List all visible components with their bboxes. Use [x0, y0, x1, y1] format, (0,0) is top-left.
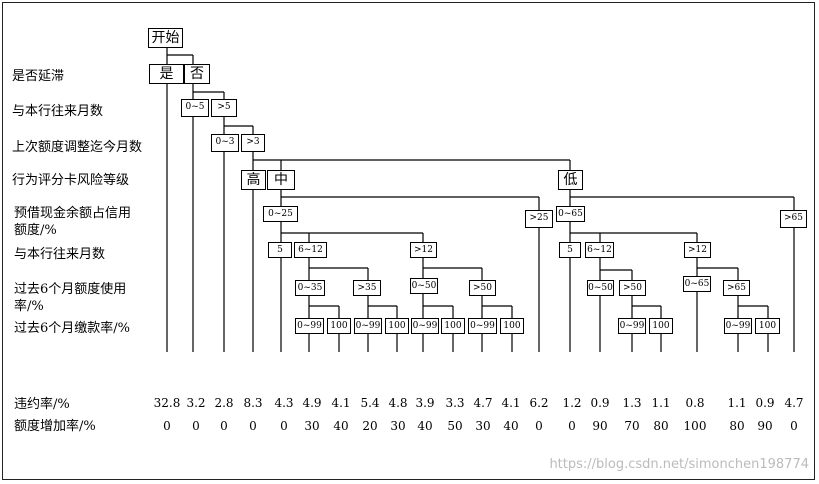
node-low-months-gt12: >12: [684, 242, 711, 258]
node-risk-low: 低: [558, 170, 583, 190]
node-yes: 是: [149, 64, 184, 84]
default-rate-value: 4.9: [302, 396, 322, 410]
default-rate-value: 2.8: [214, 396, 234, 410]
default-rate-value: 1.1: [651, 396, 671, 410]
node-low-months-5: 5: [559, 242, 581, 258]
default-rate-value: 0.8: [685, 396, 705, 410]
node-cash-0-65: 0~65: [556, 206, 585, 222]
increase-rate-value: 0: [163, 419, 171, 433]
node-cash-gt25: >25: [525, 210, 553, 228]
node-risk-mid: 中: [267, 170, 295, 190]
node-pay-0-99-4: 0~99: [468, 318, 497, 334]
label-payment-rate: 过去6个月缴款率/%: [14, 321, 131, 336]
increase-rate-value: 70: [624, 419, 640, 433]
node-pay-0-99-5: 0~99: [618, 318, 646, 334]
label-cash-advance-ratio: 预借现金余额占信用 额度/%: [14, 206, 132, 238]
increase-rate-value: 0: [790, 419, 798, 433]
increase-rate-value: 0: [280, 419, 288, 433]
increase-rate-value: 90: [757, 419, 773, 433]
node-pay-100-6: 100: [755, 318, 780, 334]
default-rate-value: 1.3: [622, 396, 642, 410]
node-usage-gt50-b: >50: [619, 280, 646, 296]
default-rate-value: 5.4: [360, 396, 380, 410]
default-rate-value: 4.7: [784, 396, 804, 410]
node-pay-0-99-3: 0~99: [411, 318, 439, 334]
node-usage-0-65: 0~65: [683, 276, 711, 292]
node-mid-months-gt12: >12: [410, 242, 437, 258]
watermark: https://blog.csdn.net/simonchen198774: [549, 457, 809, 472]
label-usage-rate: 过去6个月额度使用 率/%: [14, 282, 127, 314]
node-low-months-6-12: 6~12: [585, 242, 614, 258]
increase-rate-value: 30: [475, 419, 491, 433]
increase-rate-value: 50: [447, 419, 463, 433]
node-usage-gt35: >35: [353, 280, 381, 296]
node-mid-months-6-12: 6~12: [294, 242, 327, 258]
label-limit-increase-rate: 额度增加率/%: [14, 419, 96, 434]
default-rate-value: 3.3: [445, 396, 465, 410]
default-rate-value: 4.8: [388, 396, 408, 410]
label-months-with-bank: 与本行往来月数: [12, 104, 104, 119]
node-pay-100-4: 100: [500, 318, 524, 334]
node-pay-0-99-6: 0~99: [724, 318, 752, 334]
node-mid-months-5: 5: [268, 242, 292, 258]
label-months-with-bank-2: 与本行往来月数: [14, 247, 106, 262]
default-rate-value: 3.2: [186, 396, 206, 410]
default-rate-value: 1.1: [727, 396, 747, 410]
node-cash-0-25: 0~25: [263, 206, 298, 222]
label-delay: 是否延滞: [12, 69, 65, 84]
node-months-gt5: >5: [211, 99, 237, 117]
default-rate-value: 4.3: [274, 396, 294, 410]
default-rate-value: 6.2: [529, 396, 549, 410]
default-rate-value: 32.8: [153, 396, 181, 410]
node-pay-0-99-2: 0~99: [354, 318, 382, 334]
node-usage-0-35: 0~35: [295, 280, 325, 296]
label-default-rate: 违约率/%: [14, 397, 70, 412]
increase-rate-value: 0: [220, 419, 228, 433]
node-usage-0-50-a: 0~50: [410, 278, 438, 294]
node-adjust-gt3: >3: [241, 134, 265, 152]
node-pay-100-1: 100: [327, 318, 351, 334]
node-months-0-5: 0~5: [181, 99, 209, 117]
increase-rate-value: 0: [249, 419, 257, 433]
increase-rate-value: 80: [729, 419, 745, 433]
label-risk-grade: 行为评分卡风险等级: [12, 173, 130, 188]
label-months-since-adjust: 上次额度调整迄今月数: [12, 140, 143, 155]
increase-rate-value: 90: [592, 419, 608, 433]
node-usage-gt50-a: >50: [469, 280, 496, 296]
increase-rate-value: 40: [417, 419, 433, 433]
node-pay-100-2: 100: [385, 318, 409, 334]
increase-rate-value: 30: [304, 419, 320, 433]
default-rate-value: 4.1: [331, 396, 351, 410]
node-usage-gt65: >65: [723, 280, 750, 296]
increase-rate-value: 40: [333, 419, 349, 433]
node-pay-100-3: 100: [441, 318, 465, 334]
increase-rate-value: 0: [192, 419, 200, 433]
node-cash-gt65: >65: [780, 210, 807, 228]
default-rate-value: 0.9: [755, 396, 775, 410]
increase-rate-value: 40: [503, 419, 519, 433]
increase-rate-value: 80: [653, 419, 669, 433]
node-pay-0-99-1: 0~99: [295, 318, 324, 334]
increase-rate-value: 0: [535, 419, 543, 433]
increase-rate-value: 0: [568, 419, 576, 433]
node-adjust-0-3: 0~3: [211, 134, 239, 152]
node-pay-100-5: 100: [649, 318, 673, 334]
default-rate-value: 4.1: [501, 396, 521, 410]
default-rate-value: 8.3: [243, 396, 263, 410]
increase-rate-value: 20: [362, 419, 378, 433]
node-start: 开始: [148, 28, 183, 48]
node-risk-high: 高: [241, 170, 266, 190]
node-no: 否: [184, 64, 210, 84]
node-usage-0-50-b: 0~50: [587, 280, 614, 296]
default-rate-value: 0.9: [590, 396, 610, 410]
default-rate-value: 1.2: [562, 396, 582, 410]
default-rate-value: 3.9: [415, 396, 435, 410]
increase-rate-value: 100: [683, 419, 707, 433]
default-rate-value: 4.7: [473, 396, 493, 410]
increase-rate-value: 30: [390, 419, 406, 433]
